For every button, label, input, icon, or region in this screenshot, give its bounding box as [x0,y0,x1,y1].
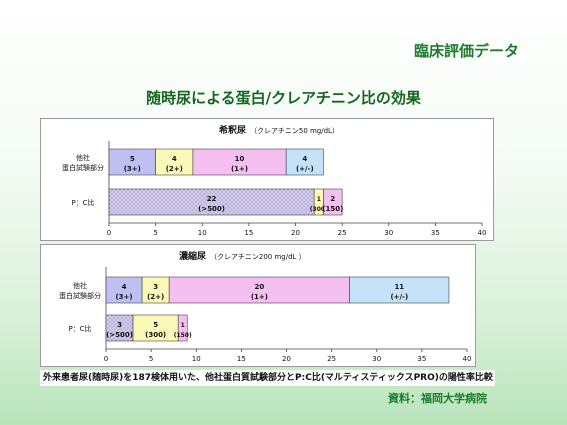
bar-segment [141,276,170,304]
segment-value-label: 10 [235,155,245,163]
segment-value-label: 3 [117,321,122,329]
segment-grade-label: (150) [174,332,192,339]
segment-grade-label: (3+) [124,165,141,173]
bar-segment [132,314,179,342]
chart-subtitle: （クレアチニン50 mg/dL） [250,127,339,135]
segment-grade-label: (2+) [147,293,164,301]
x-tick-label: 30 [372,355,381,363]
segment-value-label: 20 [255,283,265,291]
page-title: 随時尿による蛋白/クレアチニン比の効果 [146,89,421,107]
bar-segment [105,314,134,342]
bar-segment [349,276,450,304]
x-tick-label: 40 [478,229,487,237]
segment-value-label: 1 [181,322,185,329]
row-label: 他社 [76,153,90,162]
row-label: P：C比 [68,324,91,333]
x-tick-label: 25 [338,229,347,237]
row-label: 他社 [73,281,87,290]
bar-segment [108,188,315,216]
row-label: 蛋白試験部分 [62,163,104,172]
brand-label: 臨床評価データ [413,42,519,60]
bar-segment [285,148,324,176]
chart-dilute-urine: 希釈尿 （クレアチニン50 mg/dL）0 5 10 15 20 25 30 35 40他社蛋白試… [62,124,487,237]
chart-panel-concentrated: 濃縮尿 （クレアチニン200 mg/dL ） 0 5 10 15 20 25 30 35 40 他社蛋… [40,244,476,367]
x-tick-label: 5 [149,355,153,363]
x-tick-label: 20 [291,229,300,237]
row-label: P：C比 [71,198,94,207]
x-tick-label: 40 [463,355,472,363]
segment-grade-label: (150) [322,205,343,213]
row-label: 蛋白試験部分 [59,291,101,300]
chart-title: 希釈尿 [219,124,246,136]
x-tick-label: 15 [244,229,253,237]
segment-value-label: 4 [172,155,177,163]
segment-grade-label: (1+) [251,293,268,301]
bar-segment [168,276,350,304]
segment-grade-label: (3+) [115,293,132,301]
chart-title: 濃縮尿 [179,250,206,262]
segment-grade-label: (1+) [231,165,248,173]
segment-value-label: 5 [153,321,158,329]
x-tick-label: 0 [104,355,108,363]
source-label: 資料：福岡大学病院 [388,392,487,405]
x-tick-label: 25 [327,355,336,363]
chart-subtitle: （クレアチニン200 mg/dL ） [210,253,306,261]
chart-panel-dilute: 希釈尿 （クレアチニン50 mg/dL） 0 5 10 15 20 25 30 35 40 他社 蛋白試… [40,118,494,241]
bar-segment [323,188,343,216]
bar-segment [108,148,156,176]
bar-segment [155,148,194,176]
segment-value-label: 11 [394,283,404,291]
segment-grade-label: (300) [145,331,166,339]
footnote: 外来患者尿(随時尿)を187検体用いた、他社蛋白質試験部分とP:C比(マルティス… [40,370,495,386]
segment-value-label: 2 [330,195,335,203]
x-tick-label: 15 [237,355,246,363]
x-tick-label: 5 [153,229,157,237]
x-tick-label: 10 [198,229,207,237]
x-tick-label: 20 [282,355,291,363]
segment-value-label: 5 [130,155,135,163]
x-tick-label: 0 [107,229,111,237]
x-tick-label: 30 [384,229,393,237]
chart-concentrated-urine: 濃縮尿 （クレアチニン200 mg/dL ）0 5 10 15 20 25 30 35 40他社蛋… [59,250,472,363]
segment-grade-label: (>500) [106,331,133,339]
x-tick-label: 10 [192,355,201,363]
segment-grade-label: (>500) [198,205,225,213]
segment-value-label: 1 [317,196,321,203]
x-tick-label: 35 [417,355,426,363]
segment-value-label: 4 [302,155,307,163]
segment-grade-label: (2+) [166,165,183,173]
segment-grade-label: (300) [310,206,328,213]
segment-grade-label: (+/-) [296,165,314,173]
segment-value-label: 4 [122,283,127,291]
segment-grade-label: (+/-) [390,293,408,301]
bar-segment [177,314,188,342]
segment-value-label: 3 [153,283,158,291]
segment-value-label: 22 [207,195,217,203]
x-tick-label: 35 [431,229,440,237]
